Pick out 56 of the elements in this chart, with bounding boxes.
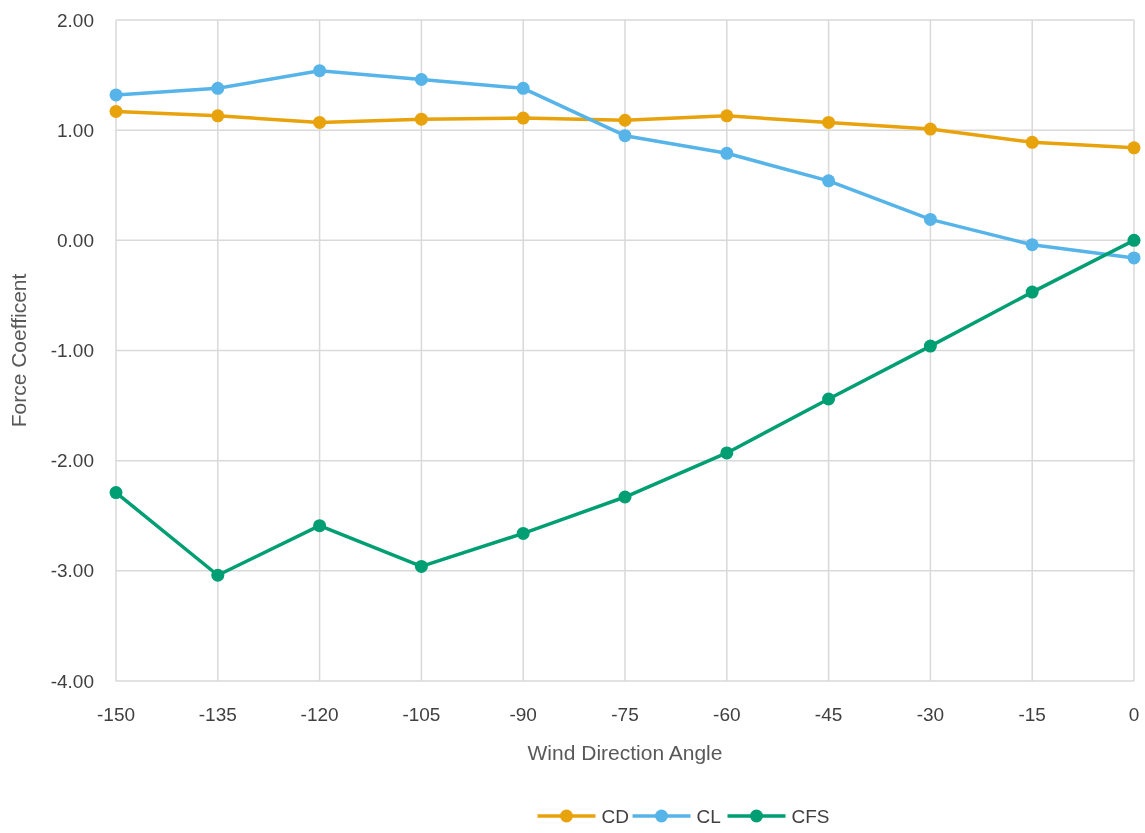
point	[313, 519, 327, 533]
y-tick-label: -1.00	[50, 340, 94, 362]
point	[516, 81, 530, 95]
x-tick-label: -150	[96, 704, 136, 725]
point	[618, 129, 632, 143]
y-tick-label: -4.00	[50, 670, 94, 692]
x-tick-label: -90	[509, 704, 537, 725]
point	[1127, 141, 1141, 155]
x-tick-label: -30	[916, 704, 945, 725]
point	[211, 81, 225, 95]
point	[618, 113, 632, 127]
x-tick-label: 0	[1128, 704, 1140, 725]
legend-label: CFS	[791, 806, 830, 827]
point	[822, 115, 836, 129]
point	[720, 446, 734, 460]
point	[313, 115, 327, 129]
point	[109, 104, 123, 118]
x-tick-label: -15	[1018, 704, 1046, 725]
point	[516, 526, 530, 540]
x-tick-label: -45	[814, 704, 843, 725]
point	[923, 212, 937, 226]
point	[720, 109, 734, 123]
x-tick-label: -135	[198, 704, 237, 725]
point	[720, 146, 734, 160]
y-axis-title: Force Coefficent	[7, 273, 30, 428]
point	[211, 109, 225, 123]
point	[109, 486, 123, 500]
point	[1127, 233, 1141, 247]
point	[414, 72, 428, 86]
x-tick-label: -75	[611, 704, 639, 725]
x-axis-title: Wind Direction Angle	[527, 741, 723, 764]
y-tick-label: -3.00	[50, 560, 94, 582]
x-tick-label: -120	[300, 704, 339, 725]
point	[1025, 135, 1039, 149]
y-tick-label: 0.00	[57, 229, 94, 251]
y-tick-label: -2.00	[50, 450, 94, 472]
point	[618, 490, 632, 504]
point	[109, 88, 123, 102]
point	[822, 392, 836, 406]
point	[822, 174, 836, 188]
point	[923, 122, 937, 136]
x-tick-label: -105	[402, 704, 441, 725]
point	[313, 64, 327, 78]
point	[211, 568, 225, 582]
y-tick-label: 2.00	[57, 9, 94, 31]
point	[414, 559, 428, 573]
point	[1127, 251, 1141, 265]
point	[1025, 238, 1039, 252]
x-tick-label: -60	[713, 704, 741, 725]
y-tick-label: 1.00	[57, 119, 94, 141]
point	[1025, 285, 1039, 299]
legend-label: CD	[601, 806, 629, 827]
point	[516, 111, 530, 125]
legend-label: CL	[696, 806, 721, 827]
point	[923, 339, 937, 353]
point	[414, 112, 428, 126]
